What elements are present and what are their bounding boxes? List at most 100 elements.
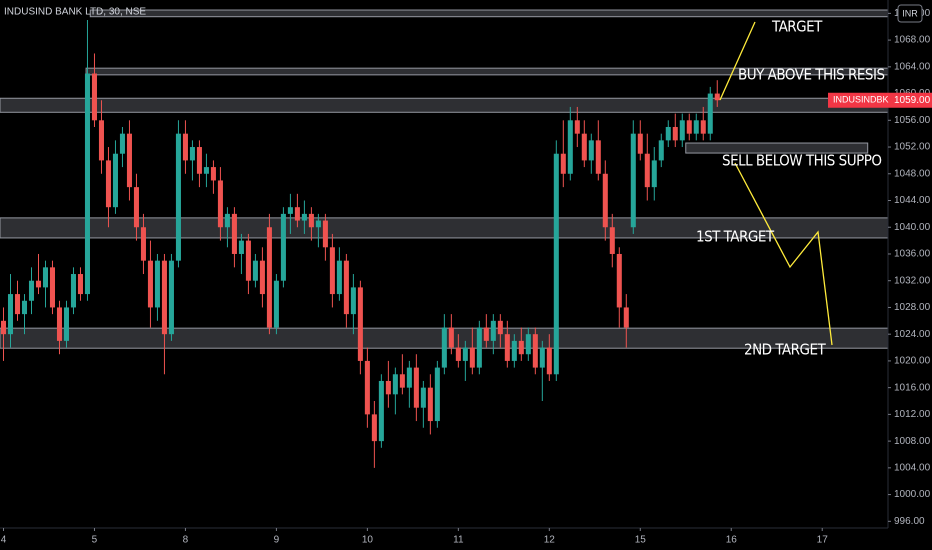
y-tick-label: 1056.00: [894, 115, 931, 126]
candle-body: [231, 213, 237, 254]
y-tick-label: 1040.00: [894, 222, 931, 233]
candle-body: [378, 380, 384, 442]
x-tick-label: 4: [1, 535, 7, 546]
candle-body: [420, 387, 426, 408]
candle-body: [350, 287, 356, 315]
candle-body: [476, 327, 482, 368]
candle-body: [714, 93, 720, 101]
candle-body: [462, 347, 468, 361]
y-tick-label: 1008.00: [894, 436, 931, 447]
candle-body: [28, 280, 35, 301]
candle-body: [315, 220, 321, 228]
candle-body: [630, 133, 636, 228]
candle-body: [469, 347, 475, 368]
candle-body: [154, 260, 160, 308]
candle-body: [203, 167, 209, 174]
candle-body: [119, 133, 125, 154]
candle-body: [371, 414, 377, 442]
candle-body: [616, 253, 622, 308]
candle-body: [0, 320, 7, 335]
x-tick-label: 15: [635, 535, 647, 546]
y-tick-label: 996.00: [894, 516, 925, 527]
candle-body: [7, 294, 14, 335]
candle-body: [609, 227, 615, 254]
candle-body: [308, 213, 314, 228]
candle-body: [658, 140, 664, 161]
trend-line: [719, 21, 756, 101]
candle-body: [182, 133, 188, 161]
candle-body: [196, 147, 202, 174]
candle-body: [343, 260, 349, 315]
candle-body: [63, 307, 69, 341]
candle-body: [525, 334, 531, 355]
plot-area: TARGET BUY ABOVE THIS RESIS SELL BELOW T…: [0, 9, 888, 468]
y-tick-label: 1016.00: [894, 382, 931, 393]
candle-body: [567, 120, 573, 174]
candle-body: [266, 227, 272, 328]
zone: [85, 67, 888, 76]
y-tick-label: 1004.00: [894, 462, 931, 473]
price-tag-box: [828, 92, 932, 108]
candle-body: [112, 153, 118, 208]
candle-body: [168, 260, 174, 335]
candle-body: [336, 260, 342, 295]
candle-body: [707, 93, 713, 134]
zone: [0, 97, 888, 113]
y-tick-label: 1068.00: [894, 35, 931, 46]
candle-body: [518, 340, 524, 355]
candle-body: [287, 207, 293, 214]
candle-body: [441, 327, 447, 368]
currency-label: INR: [902, 8, 918, 18]
candle-body: [294, 207, 300, 221]
candle-body: [637, 133, 643, 154]
price-tag: INDUSINDBK 1059.00: [828, 92, 932, 108]
candle-body: [553, 153, 559, 375]
price-tag-value: 1059.00: [894, 95, 931, 106]
currency-button[interactable]: [897, 4, 923, 23]
y-tick-label: 1024.00: [894, 329, 931, 340]
candle-body: [602, 173, 608, 228]
candle-body: [364, 360, 370, 415]
candle-body: [448, 327, 454, 348]
candle-body: [84, 73, 90, 295]
y-tick-label: 1020.00: [894, 356, 931, 367]
candle-body: [245, 240, 251, 281]
candle-body: [497, 320, 503, 335]
candle-body: [224, 213, 230, 228]
annotation: SELL BELOW THIS SUPPO: [722, 152, 882, 170]
y-tick-label: 1012.00: [894, 409, 931, 420]
candle-body: [392, 374, 398, 395]
price-axis-panel: [888, 0, 932, 550]
candle-body: [238, 240, 244, 254]
x-tick-label: 11: [453, 535, 464, 546]
candle-body: [623, 307, 629, 328]
candle-body: [665, 126, 671, 141]
candle-body: [539, 347, 545, 368]
candle-body: [560, 153, 566, 174]
candle-body: [644, 153, 650, 188]
drawings: TARGET BUY ABOVE THIS RESIS SELL BELOW T…: [696, 18, 885, 359]
x-tick-label: 5: [92, 535, 98, 546]
y-tick-label: 1032.00: [894, 275, 931, 286]
candle-body: [399, 374, 405, 388]
x-tick-label: 8: [183, 535, 189, 546]
x-tick-label: 17: [817, 535, 829, 546]
candle-body: [511, 340, 517, 361]
candle-body: [175, 133, 181, 261]
candle-body: [105, 160, 111, 208]
candle-body: [574, 120, 580, 134]
candle-body: [301, 213, 307, 221]
candle-body: [651, 160, 657, 188]
annotation: 1ST TARGET: [696, 228, 775, 246]
x-axis: 4 5 8 9 10 11 12 15 16 17: [1, 528, 829, 546]
candle-body: [679, 120, 685, 141]
candle-body: [259, 260, 265, 295]
zone: [89, 9, 888, 18]
candle-body: [413, 367, 419, 408]
y-tick-label: 1052.00: [894, 142, 931, 153]
y-tick-label: 1048.00: [894, 168, 931, 179]
candle-body: [357, 287, 363, 361]
candle-body: [49, 267, 56, 308]
annotation: BUY ABOVE THIS RESIS: [738, 66, 885, 84]
